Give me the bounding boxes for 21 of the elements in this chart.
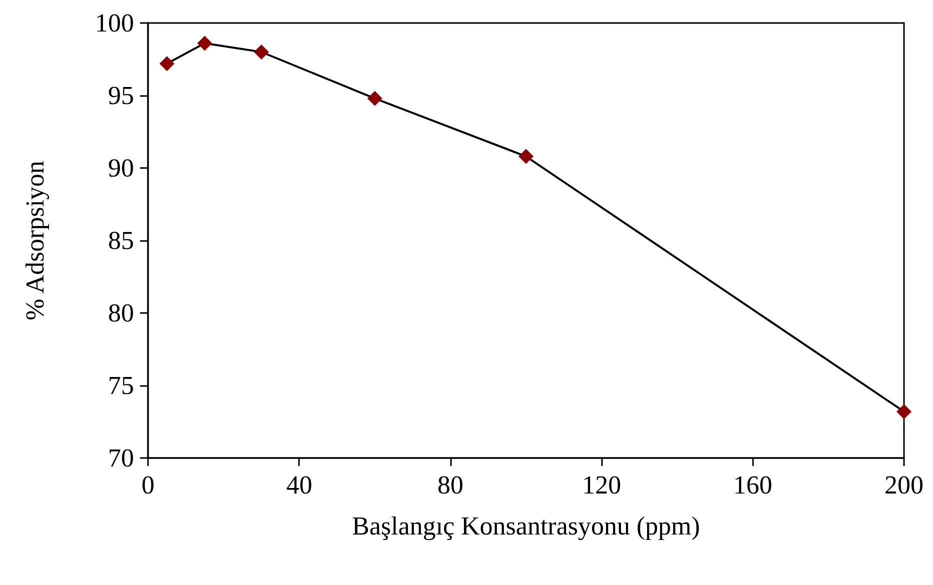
x-tick-label: 200 — [884, 470, 924, 500]
x-tick-label: 40 — [286, 470, 312, 500]
point — [197, 36, 212, 51]
y-tick-label: 70 — [108, 444, 134, 472]
y-tick-label: 90 — [108, 154, 134, 182]
point — [367, 90, 382, 106]
x-tick-label: 0 — [142, 470, 154, 500]
x-tick-label: 160 — [733, 470, 772, 500]
y-axis-title: % Adsorpsiyon — [20, 160, 50, 320]
y-tick-label: 75 — [108, 371, 134, 400]
point — [518, 148, 534, 164]
point — [254, 44, 269, 60]
y-tick-label: 80 — [108, 298, 134, 328]
x-axis-title: Başlangıç Konsantrasyonu (ppm) — [352, 512, 700, 540]
y-tick-label: 95 — [108, 81, 134, 110]
point — [159, 56, 174, 72]
x-tick-label: 120 — [582, 470, 622, 500]
y-tick-label: 100 — [95, 8, 134, 38]
y-tick-label: 85 — [108, 226, 134, 255]
point — [896, 404, 912, 420]
x-tick-label: 80 — [437, 470, 464, 500]
